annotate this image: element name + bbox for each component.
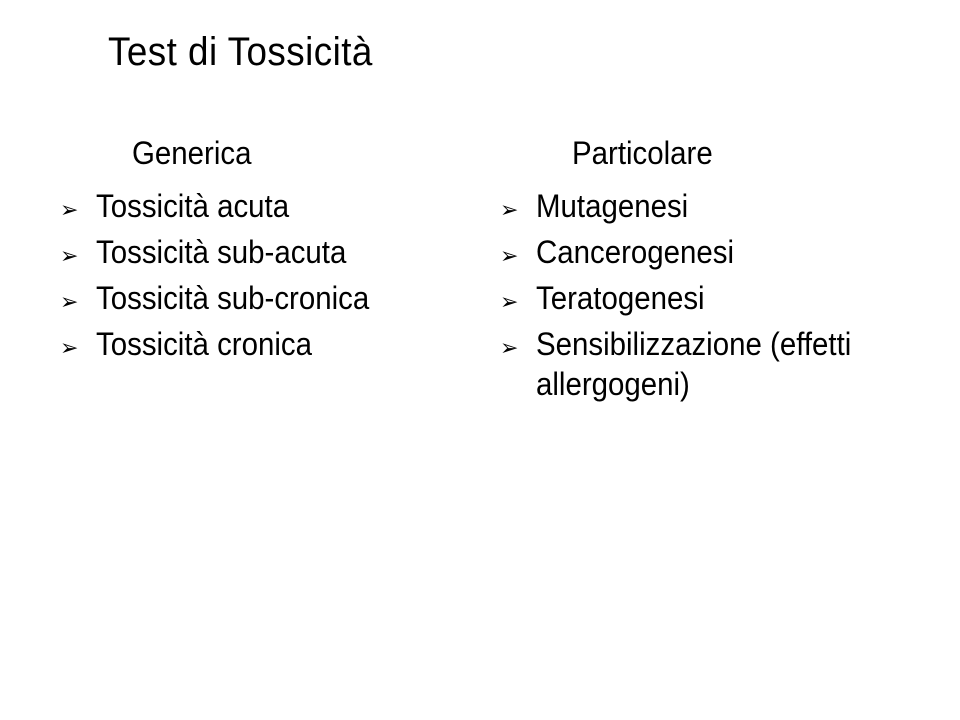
list-item: ➢ Mutagenesi — [500, 186, 900, 226]
bullet-icon: ➢ — [60, 242, 96, 270]
bullet-icon: ➢ — [500, 196, 536, 224]
list-item: ➢ Tossicità sub-acuta — [60, 232, 460, 272]
list-item: ➢ Tossicità acuta — [60, 186, 460, 226]
list-item: ➢ Teratogenesi — [500, 278, 900, 318]
column-right-header: Particolare — [572, 135, 874, 172]
list-item-label: Tossicità acuta — [96, 186, 289, 226]
right-list: ➢ Mutagenesi ➢ Cancerogenesi ➢ Teratogen… — [500, 186, 900, 404]
left-list: ➢ Tossicità acuta ➢ Tossicità sub-acuta … — [60, 186, 460, 364]
list-item-label: Tossicità sub-cronica — [96, 278, 369, 318]
list-item-label: Tossicità sub-acuta — [96, 232, 346, 272]
list-item: ➢ Tossicità sub-cronica — [60, 278, 460, 318]
list-item: ➢ Cancerogenesi — [500, 232, 900, 272]
column-left-header: Generica — [132, 135, 434, 172]
slide: Test di Tossicità Generica ➢ Tossicità a… — [0, 0, 960, 720]
list-item: ➢ Tossicità cronica — [60, 324, 460, 364]
bullet-icon: ➢ — [60, 288, 96, 316]
list-item-label: Tossicità cronica — [96, 324, 312, 364]
list-item-label: Mutagenesi — [536, 186, 688, 226]
bullet-icon: ➢ — [60, 334, 96, 362]
column-left: Generica ➢ Tossicità acuta ➢ Tossicità s… — [60, 135, 460, 410]
slide-title: Test di Tossicità — [108, 30, 837, 75]
list-item-label: Sensibilizzazione (effetti allergogeni) — [536, 324, 871, 404]
bullet-icon: ➢ — [500, 334, 536, 362]
list-item-label: Teratogenesi — [536, 278, 705, 318]
columns: Generica ➢ Tossicità acuta ➢ Tossicità s… — [60, 135, 900, 410]
list-item: ➢ Sensibilizzazione (effetti allergogeni… — [500, 324, 900, 404]
bullet-icon: ➢ — [60, 196, 96, 224]
list-item-label: Cancerogenesi — [536, 232, 734, 272]
bullet-icon: ➢ — [500, 288, 536, 316]
bullet-icon: ➢ — [500, 242, 536, 270]
column-right: Particolare ➢ Mutagenesi ➢ Cancerogenesi… — [500, 135, 900, 410]
